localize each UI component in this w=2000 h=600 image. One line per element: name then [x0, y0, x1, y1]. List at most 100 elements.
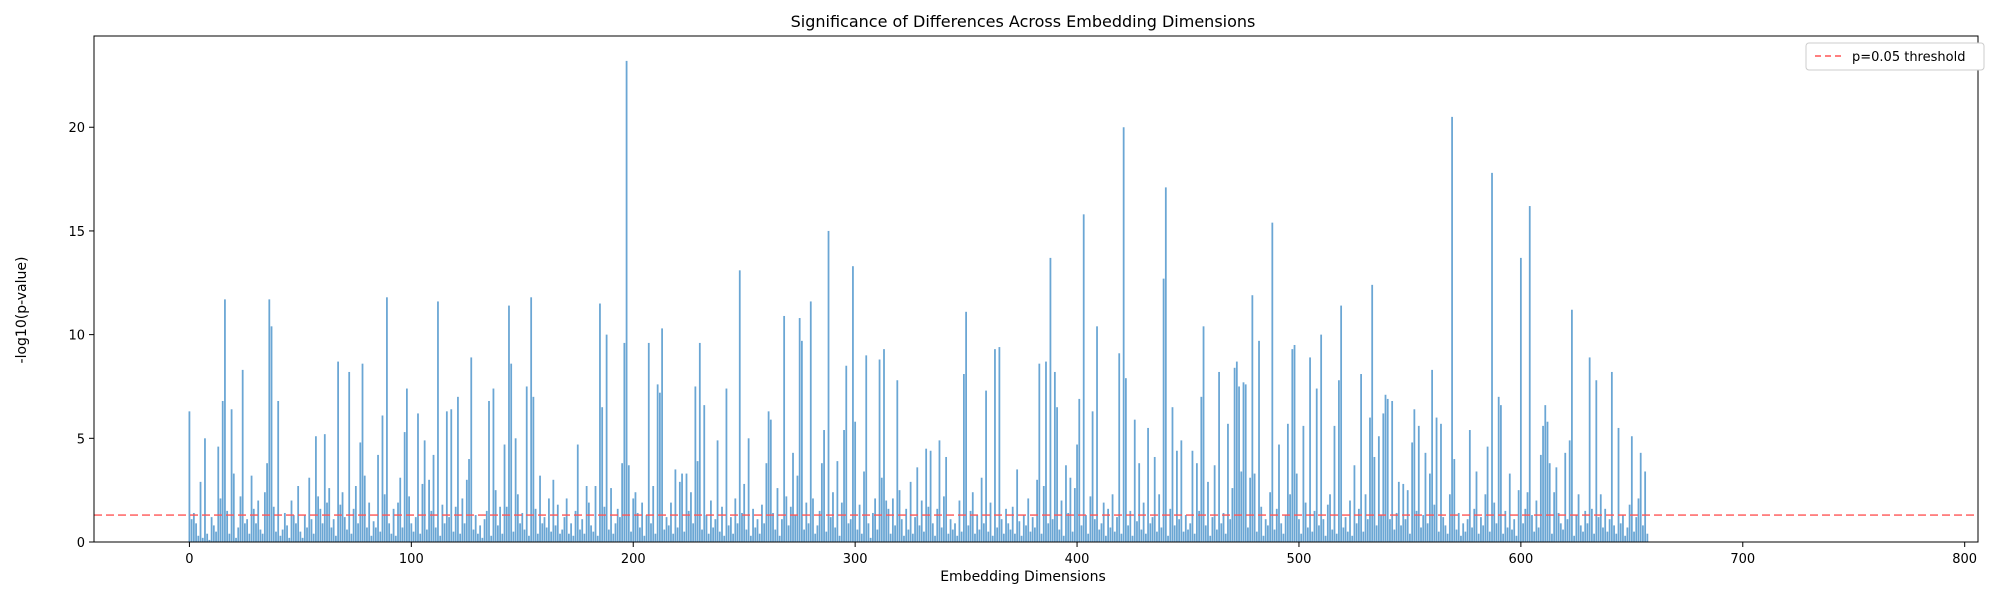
bar — [270, 326, 273, 542]
bar — [1122, 127, 1125, 542]
bar — [949, 519, 952, 542]
bar — [1242, 382, 1245, 542]
bar — [943, 496, 945, 542]
bar — [425, 529, 428, 542]
bar — [1646, 533, 1649, 542]
bar — [594, 486, 597, 542]
bar — [401, 527, 404, 542]
bar — [303, 515, 306, 542]
x-tick-label: 800 — [1952, 552, 1977, 567]
bar — [1020, 535, 1023, 542]
bar — [1533, 531, 1536, 542]
bar — [468, 459, 470, 542]
bar — [1590, 508, 1593, 542]
bar — [1131, 535, 1134, 542]
bar — [1096, 326, 1098, 542]
bar — [1622, 515, 1624, 542]
bar — [1127, 525, 1129, 542]
bar — [248, 533, 251, 542]
bar — [969, 510, 972, 542]
bar — [869, 537, 872, 542]
bar — [936, 508, 939, 542]
bar — [1462, 523, 1465, 542]
bar — [188, 411, 191, 542]
bar — [1140, 529, 1143, 542]
bar — [820, 463, 823, 542]
bar — [215, 531, 217, 542]
bar — [1393, 529, 1396, 542]
bar — [894, 525, 896, 542]
bar — [1389, 519, 1391, 542]
bar — [1049, 257, 1052, 542]
bar — [583, 533, 586, 542]
bar — [1584, 510, 1587, 542]
bar — [729, 517, 732, 542]
bar — [1491, 172, 1493, 542]
bar — [934, 535, 936, 542]
bar — [1198, 510, 1200, 542]
bar — [1071, 531, 1074, 542]
bar — [261, 533, 264, 542]
bar — [366, 527, 368, 542]
bar — [1464, 531, 1467, 542]
bar — [208, 539, 211, 542]
bar — [636, 512, 639, 542]
bar — [492, 388, 495, 542]
bar — [1420, 527, 1422, 542]
bar — [749, 535, 752, 542]
bar — [823, 430, 825, 542]
bar — [359, 442, 362, 542]
bar — [1271, 222, 1274, 542]
bar — [1557, 512, 1560, 542]
bar — [920, 500, 923, 542]
bar — [683, 531, 686, 542]
bar — [1124, 378, 1127, 542]
bar — [1298, 519, 1300, 542]
bar — [1218, 371, 1220, 542]
bar — [319, 508, 322, 542]
bar — [459, 533, 462, 542]
bar — [1362, 531, 1365, 542]
bar — [674, 469, 677, 542]
bar — [1042, 486, 1045, 542]
bar — [623, 342, 626, 542]
bar — [441, 504, 444, 542]
bar — [1346, 531, 1349, 542]
bar — [1331, 529, 1334, 542]
bar — [796, 475, 799, 542]
bar — [1286, 423, 1289, 542]
bar — [1615, 533, 1618, 542]
bar — [783, 315, 786, 542]
bar — [1473, 508, 1476, 542]
bar — [925, 448, 928, 542]
bar — [576, 444, 579, 542]
bar — [472, 529, 475, 542]
bar — [907, 529, 910, 542]
bar — [1222, 512, 1225, 542]
bar — [672, 533, 675, 542]
bar — [1282, 533, 1285, 542]
bar — [994, 349, 996, 542]
bar — [1207, 481, 1209, 542]
bar — [330, 527, 333, 542]
bar — [845, 365, 848, 542]
bar — [1144, 533, 1147, 542]
bar — [1338, 380, 1340, 542]
bar — [514, 438, 517, 542]
bar — [321, 523, 324, 542]
bar — [989, 502, 992, 542]
bar — [1169, 508, 1172, 542]
bar — [286, 525, 288, 542]
bar — [341, 492, 344, 542]
bar — [354, 486, 357, 542]
bar — [661, 328, 663, 542]
x-tick-label: 600 — [1508, 552, 1533, 567]
bar — [317, 496, 320, 542]
bar — [1377, 436, 1380, 542]
bar — [417, 413, 419, 542]
bar — [1402, 483, 1405, 542]
bar — [825, 531, 828, 542]
bar — [816, 525, 819, 542]
bar — [1196, 463, 1198, 542]
bar — [878, 359, 881, 542]
